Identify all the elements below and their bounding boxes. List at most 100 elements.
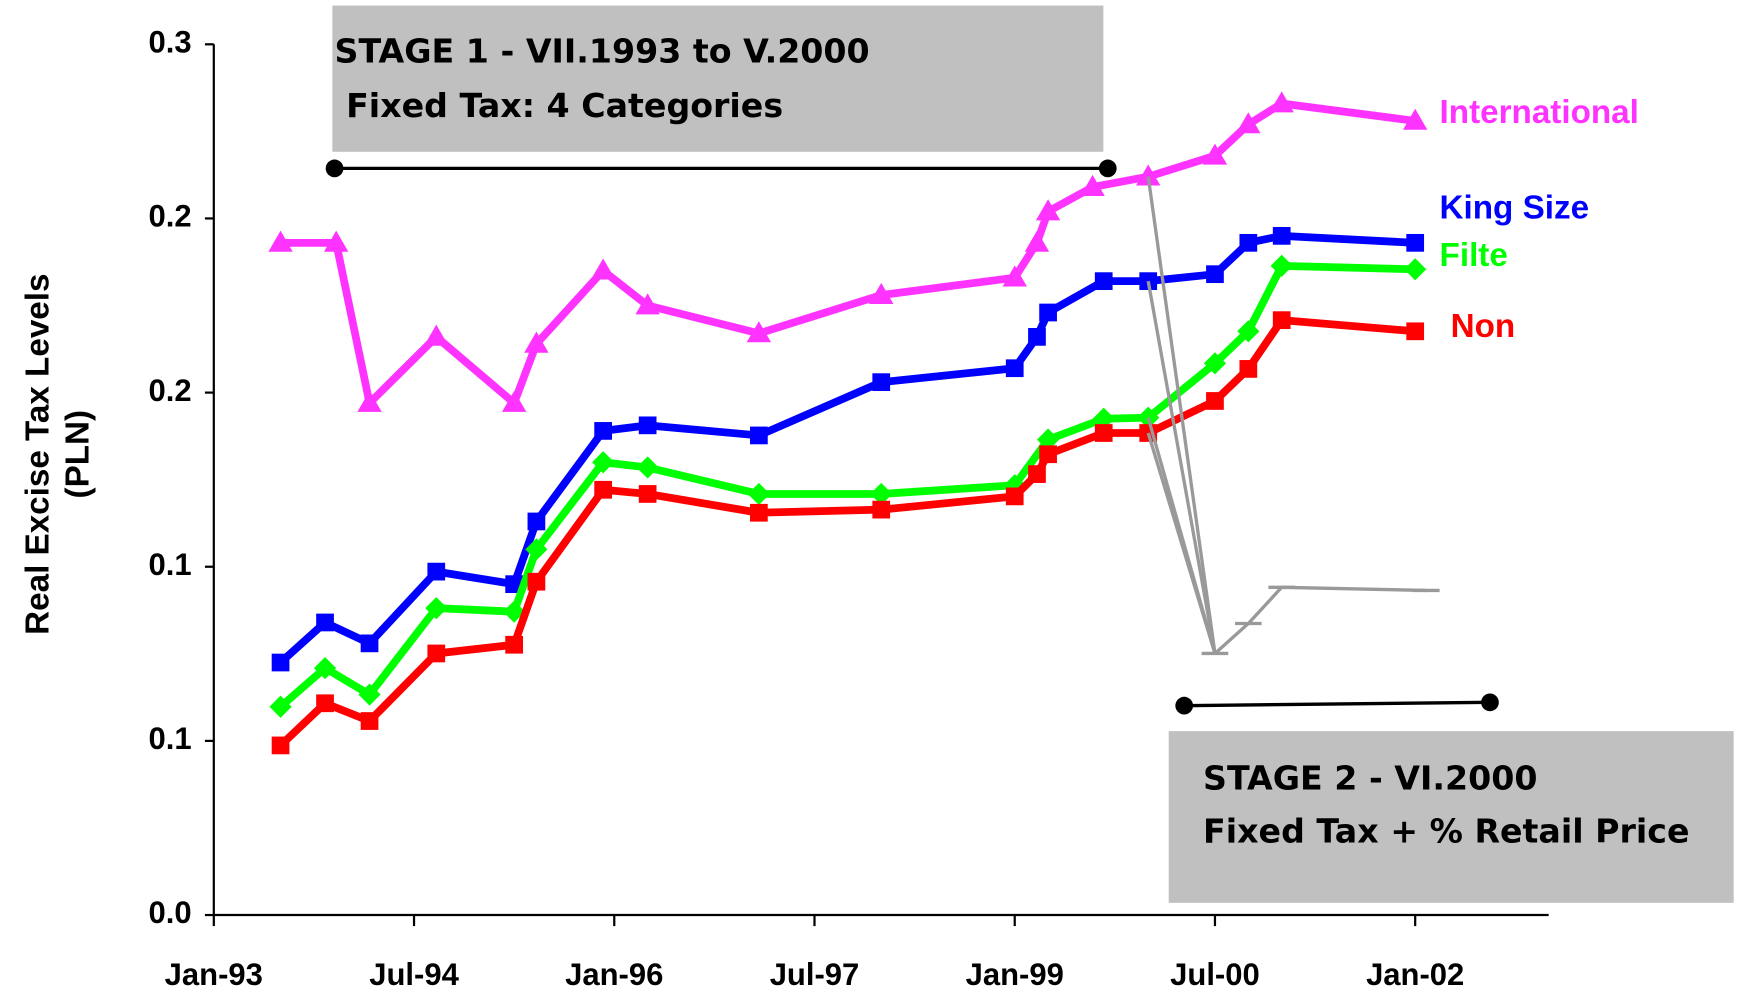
- stage2-title: STAGE 2 - VI.2000: [1203, 758, 1537, 797]
- marker: [590, 258, 616, 280]
- marker: [1136, 164, 1161, 186]
- marker: [527, 572, 546, 591]
- marker: [527, 512, 546, 531]
- x-tick-label: Jul-00: [1170, 957, 1260, 992]
- stage1-dot: [325, 159, 344, 178]
- x-tick-label: Jan-02: [1366, 957, 1464, 992]
- marker: [425, 597, 448, 620]
- marker: [1403, 108, 1428, 130]
- stage1-box: [332, 5, 1104, 152]
- stage2-box: [1168, 731, 1734, 903]
- x-tick-label: Jul-97: [770, 957, 860, 992]
- y-axis-label: (PLN): [60, 410, 97, 499]
- marker: [869, 282, 894, 304]
- marker: [638, 416, 657, 435]
- series-label: Filte: [1440, 237, 1508, 274]
- series-label: Non: [1451, 308, 1516, 345]
- stage2-span: [1184, 700, 1490, 708]
- marker: [747, 482, 770, 506]
- marker: [1237, 320, 1260, 343]
- stage1-title: STAGE 1 - VII.1993 to V.2000: [335, 32, 870, 71]
- marker: [1094, 272, 1113, 291]
- marker: [1406, 322, 1425, 341]
- marker: [1272, 311, 1291, 330]
- series-label: International: [1440, 94, 1639, 131]
- marker: [501, 390, 527, 412]
- series-label: King Size: [1440, 189, 1590, 226]
- marker: [746, 321, 772, 343]
- marker: [360, 712, 379, 730]
- marker: [1203, 352, 1227, 375]
- marker: [594, 422, 613, 440]
- connector: [1146, 176, 1217, 654]
- y-tick-label: 0.3: [149, 24, 192, 59]
- y-tick-label: 0.0: [149, 895, 192, 930]
- marker: [424, 324, 449, 346]
- marker: [1202, 143, 1228, 165]
- marker: [1206, 265, 1224, 284]
- marker: [638, 485, 657, 503]
- marker: [870, 482, 893, 506]
- marker: [427, 644, 446, 663]
- stage1-text: Fixed Tax: 4 Categories: [335, 86, 784, 125]
- marker: [1028, 465, 1046, 483]
- marker: [1028, 328, 1046, 346]
- marker: [357, 390, 382, 412]
- marker: [1002, 265, 1027, 287]
- marker: [323, 230, 349, 252]
- marker: [360, 634, 379, 653]
- marker: [1406, 233, 1425, 252]
- marker: [1137, 406, 1160, 429]
- marker: [1269, 91, 1294, 113]
- y-tick-label: 0.2: [149, 199, 192, 234]
- x-tick-label: Jul-94: [369, 957, 459, 992]
- marker: [1206, 392, 1224, 410]
- marker: [271, 736, 290, 755]
- series-line: [277, 231, 1416, 666]
- marker: [1024, 230, 1050, 252]
- stage1-dot: [1098, 159, 1117, 178]
- marker: [750, 426, 768, 445]
- series-line: [277, 316, 1416, 749]
- series-line: [1213, 585, 1427, 655]
- marker: [1239, 360, 1258, 378]
- connector: [1146, 280, 1217, 654]
- marker: [594, 480, 613, 499]
- marker: [872, 500, 891, 519]
- marker: [316, 694, 334, 713]
- x-tick-label: Jan-93: [165, 957, 263, 992]
- marker: [268, 230, 293, 252]
- marker: [1080, 174, 1105, 196]
- connector: [1146, 432, 1217, 654]
- marker: [269, 695, 292, 718]
- marker: [524, 331, 549, 353]
- marker: [505, 635, 524, 654]
- x-tick-label: Jan-99: [966, 957, 1064, 992]
- y-axis-label: Real Excise Tax Levels: [20, 274, 57, 635]
- marker: [750, 503, 768, 522]
- marker: [1239, 233, 1258, 252]
- x-tick-label: Jan-96: [565, 957, 663, 992]
- stage2-dot: [1175, 696, 1194, 715]
- marker: [1236, 112, 1261, 134]
- y-tick-label: 0.2: [149, 373, 192, 408]
- marker: [271, 653, 290, 672]
- marker: [316, 613, 334, 632]
- marker: [635, 293, 660, 315]
- marker: [1404, 258, 1427, 281]
- marker: [1005, 359, 1024, 378]
- marker: [427, 562, 446, 581]
- marker: [1005, 487, 1024, 506]
- marker: [1270, 254, 1293, 277]
- marker: [503, 600, 526, 623]
- marker: [1272, 227, 1291, 245]
- marker: [1039, 303, 1057, 322]
- marker: [636, 456, 659, 479]
- marker: [1039, 445, 1057, 464]
- stage2-text: Fixed Tax + % Retail Price: [1203, 812, 1690, 851]
- marker: [1035, 199, 1061, 221]
- marker: [872, 373, 891, 392]
- y-tick-label: 0.1: [149, 721, 192, 756]
- y-tick-label: 0.1: [149, 547, 192, 582]
